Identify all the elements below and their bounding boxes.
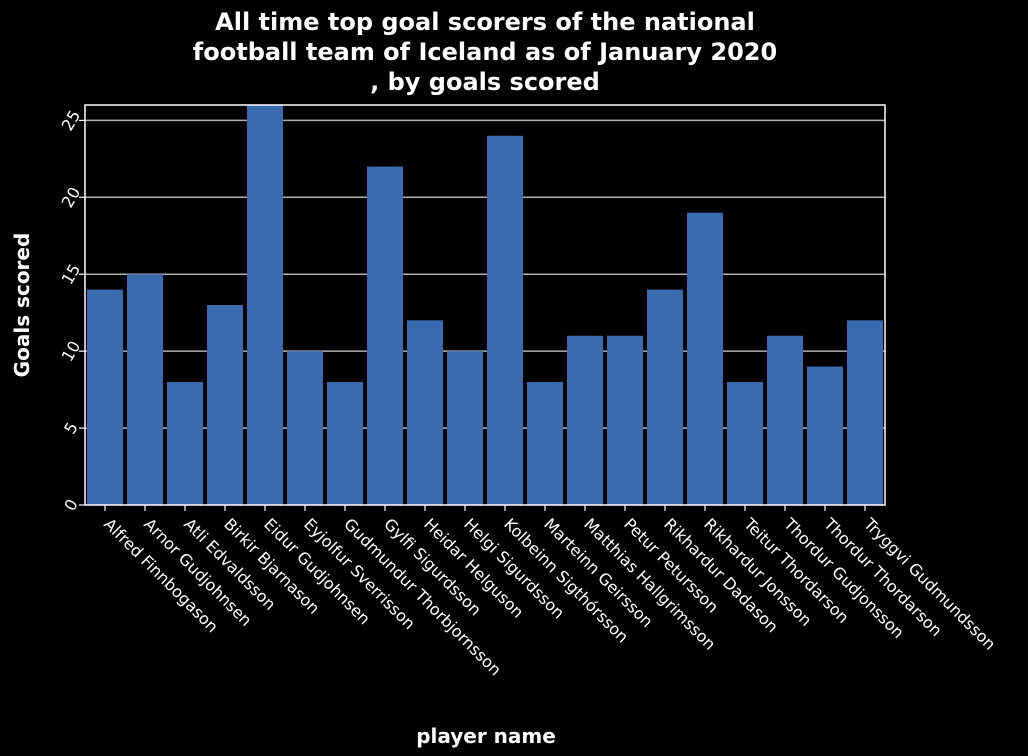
bar	[127, 274, 163, 505]
chart-title-line-2: football team of Iceland as of January 2…	[193, 38, 777, 66]
y-tick-label: 0	[60, 496, 82, 514]
bar	[367, 166, 403, 506]
y-tick-label: 10	[58, 338, 85, 365]
y-axis-label: Goals scored	[10, 233, 34, 378]
bar	[207, 305, 243, 505]
bar	[87, 289, 123, 505]
bar	[807, 366, 843, 505]
bar	[727, 381, 763, 505]
bar	[287, 351, 323, 505]
bar	[527, 381, 563, 505]
bar	[847, 320, 883, 505]
gridlines	[85, 119, 885, 429]
x-axis-label: player name	[416, 724, 556, 748]
chart-title-line-3: , by goals scored	[370, 68, 600, 96]
bar	[327, 381, 363, 505]
y-tick-label: 5	[60, 419, 82, 437]
bar	[567, 335, 603, 505]
bar	[607, 335, 643, 505]
y-tick-label: 20	[58, 184, 85, 211]
bar	[167, 381, 203, 505]
y-tick-label: 25	[58, 107, 85, 134]
bar	[447, 351, 483, 505]
bar	[487, 135, 523, 505]
bar	[647, 289, 683, 505]
chart-title-line-1: All time top goal scorers of the nationa…	[215, 8, 755, 36]
plot-frame	[84, 104, 886, 506]
y-tick-label: 15	[58, 261, 85, 288]
y-axis-ticks: 0 5 10 15 20 25	[58, 107, 85, 514]
bars-group	[87, 105, 883, 506]
bar	[247, 105, 283, 505]
bar	[407, 320, 443, 505]
bar	[767, 335, 803, 505]
bar	[687, 212, 723, 505]
